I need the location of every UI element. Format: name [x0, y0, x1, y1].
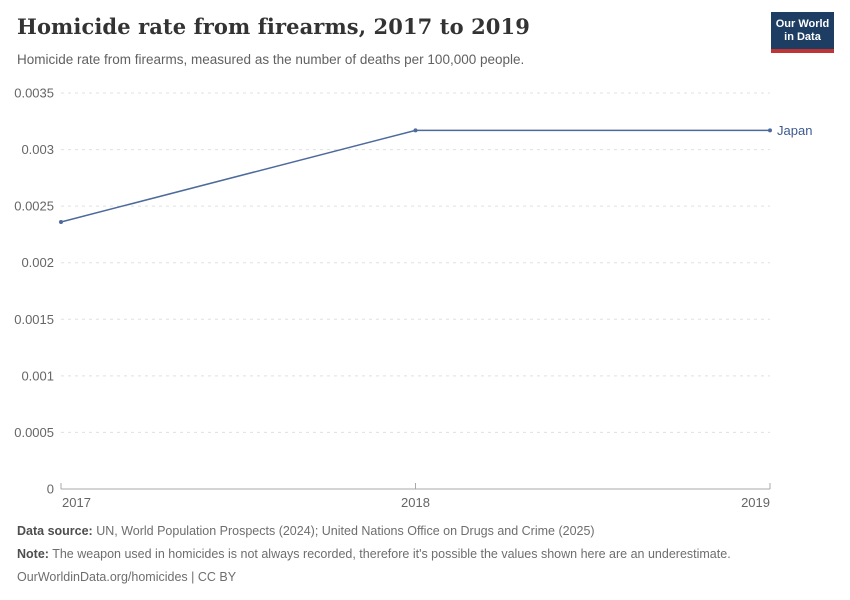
note-text: The weapon used in homicides is not alwa…: [48, 547, 731, 561]
plot-area: 0 0.0005 0.001 0.0015 0.002 0.0025 0.003 0.0035…: [14, 86, 812, 511]
data-point-japan-2017[interactable]: [59, 219, 63, 224]
y-tick-label: 0.001: [21, 368, 54, 383]
y-tick-label: 0.0015: [14, 312, 54, 327]
owid-url-link[interactable]: OurWorldinData.org/homicides: [17, 570, 188, 584]
data-source-text: UN, World Population Prospects (2024); U…: [92, 524, 595, 538]
chart-footer: Data source: UN, World Population Prospe…: [17, 520, 833, 589]
note-label: Note:: [17, 547, 49, 561]
x-tick-label: 2018: [401, 495, 430, 510]
x-tick-label: 2017: [62, 495, 91, 510]
data-point-japan-2019[interactable]: [768, 128, 772, 133]
attribution-line: OurWorldinData.org/homicides | CC BY: [17, 566, 833, 589]
y-tick-label: 0.0005: [14, 425, 54, 440]
chart-subtitle: Homicide rate from firearms, measured as…: [17, 52, 525, 67]
attribution-separator: |: [187, 570, 198, 584]
y-tick-label: 0.003: [21, 142, 54, 157]
owid-logo-line1: Our World: [775, 18, 830, 30]
data-source-line: Data source: UN, World Population Prospe…: [17, 520, 833, 543]
data-source-label: Data source:: [17, 524, 93, 538]
y-tick-label: 0: [47, 482, 54, 497]
x-tick-label: 2019: [741, 495, 770, 510]
owid-logo-line2: in Data: [784, 31, 821, 43]
data-point-japan-2018[interactable]: [413, 128, 418, 133]
note-line: Note: The weapon used in homicides is no…: [17, 543, 833, 566]
series-line-japan[interactable]: [60, 129, 770, 223]
owid-logo[interactable]: Our World in Data: [771, 12, 834, 53]
y-tick-label: 0.0035: [14, 86, 54, 101]
page-title: Homicide rate from firearms, 2017 to 201…: [17, 14, 530, 39]
y-tick-label: 0.0025: [14, 199, 54, 214]
license-label: CC BY: [197, 570, 237, 584]
y-tick-label: 0.002: [21, 255, 54, 270]
series-end-label-japan[interactable]: Japan: [777, 123, 812, 138]
